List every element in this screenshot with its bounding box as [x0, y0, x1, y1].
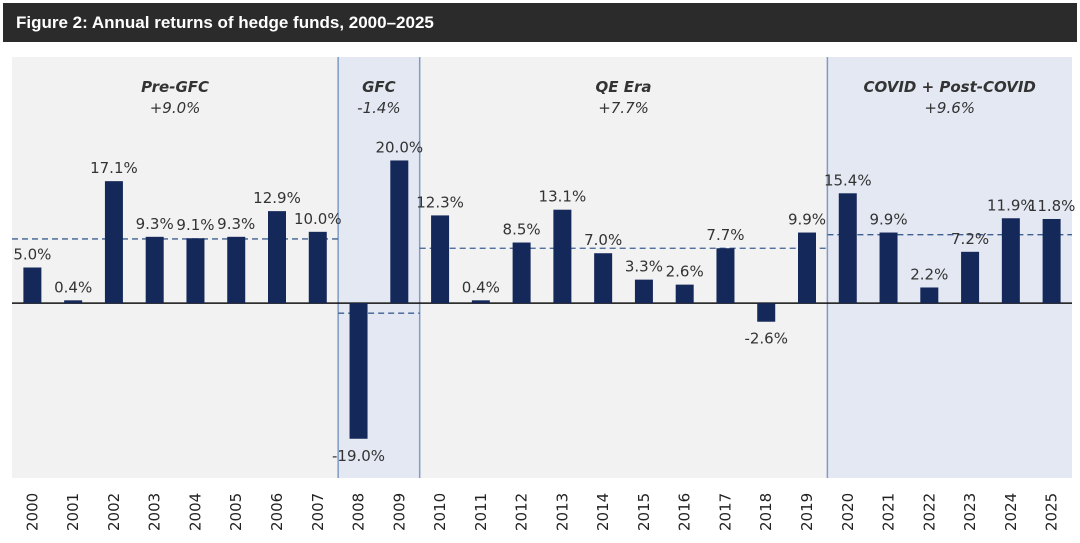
x-tick-2017: 2017 [716, 493, 734, 531]
bar-2003 [145, 236, 164, 304]
value-label-2001: 0.4% [54, 278, 92, 296]
x-tick-2020: 2020 [839, 493, 857, 531]
value-label-2010: 12.3% [416, 193, 464, 211]
value-label-2009: 20.0% [375, 138, 423, 156]
bar-2015 [634, 279, 653, 304]
bar-2021 [879, 232, 898, 304]
bar-2025 [1042, 218, 1061, 304]
x-tick-2007: 2007 [309, 493, 327, 531]
x-tick-2015: 2015 [635, 493, 653, 531]
bar-2005 [227, 236, 246, 304]
x-tick-2009: 2009 [390, 493, 408, 531]
value-label-2021: 9.9% [869, 211, 907, 229]
bar-2011 [471, 300, 490, 304]
x-tick-2021: 2021 [880, 493, 898, 531]
era-average-label: +9.0% [150, 99, 201, 117]
value-label-2000: 5.0% [13, 246, 51, 264]
value-label-2004: 9.1% [176, 216, 214, 234]
chart-title: Figure 2: Annual returns of hedge funds,… [3, 3, 1077, 42]
x-tick-2025: 2025 [1043, 493, 1061, 531]
value-labels-layer: 5.0%0.4%17.1%9.3% 9.1% 9.3%12.9%10.0%-19.0… [13, 138, 1075, 464]
value-label-2006: 12.9% [253, 189, 301, 207]
value-label-2020: 15.4% [824, 171, 872, 189]
x-tick-2003: 2003 [146, 493, 164, 531]
value-label-2025: 11.8% [1028, 197, 1076, 215]
bar-2016 [675, 284, 694, 304]
era-name-label: Pre-GFC [141, 78, 209, 96]
x-tick-2000: 2000 [23, 493, 41, 531]
x-tick-2013: 2013 [553, 493, 571, 531]
value-label-2007: 10.0% [294, 210, 342, 228]
era-name-label: GFC [362, 78, 396, 96]
x-tick-2014: 2014 [594, 493, 612, 531]
value-label-2005: 9.3% [217, 215, 255, 233]
bar-2007 [308, 231, 327, 304]
era-shade [827, 57, 1072, 478]
x-tick-2006: 2006 [268, 493, 286, 531]
era-name-label: QE Era [596, 78, 652, 96]
bar-2023 [961, 251, 980, 304]
bar-2001 [64, 300, 83, 304]
bars-layer [23, 160, 1061, 439]
value-label-2018: -2.6% [744, 330, 788, 348]
bar-2022 [920, 287, 939, 304]
bar-2002 [104, 181, 123, 304]
era-average-label: +7.7% [598, 99, 649, 117]
x-tick-2002: 2002 [105, 493, 123, 531]
era-divider-layer [337, 57, 829, 478]
bar-2008 [349, 303, 368, 439]
value-label-2017: 7.7% [706, 226, 744, 244]
x-tick-2018: 2018 [757, 493, 775, 531]
bar-2012 [512, 242, 531, 304]
value-label-2022: 2.2% [910, 265, 948, 283]
bar-2018 [757, 303, 776, 322]
value-label-2008: -19.0% [332, 447, 385, 465]
bar-2024 [1001, 218, 1020, 304]
value-label-2024: 11.9% [987, 196, 1035, 214]
bar-2017 [716, 248, 735, 304]
x-tick-2012: 2012 [513, 493, 531, 531]
value-label-2012: 8.5% [503, 221, 541, 239]
x-tick-2008: 2008 [350, 493, 368, 531]
x-tick-2004: 2004 [186, 493, 204, 531]
value-label-2003: 9.3% [136, 215, 174, 233]
x-tick-2005: 2005 [227, 493, 245, 531]
value-label-2019: 9.9% [788, 211, 826, 229]
x-tick-2016: 2016 [676, 493, 694, 531]
x-tick-2011: 2011 [472, 493, 490, 531]
bar-2010 [431, 215, 450, 304]
value-label-2013: 13.1% [539, 188, 587, 206]
x-tick-2022: 2022 [920, 493, 938, 531]
value-label-2014: 7.0% [584, 231, 622, 249]
bar-2019 [798, 232, 816, 304]
era-labels-layer: Pre-GFC +9.0% GFC -1.4% QE Era +7.7% COVID + P… [141, 78, 1036, 117]
value-label-2015: 3.3% [625, 258, 663, 276]
value-label-2011: 0.4% [462, 278, 500, 296]
x-tick-2019: 2019 [798, 493, 816, 531]
value-label-2016: 2.6% [666, 263, 704, 281]
bar-2000 [23, 267, 42, 304]
x-tick-2023: 2023 [961, 493, 979, 531]
bar-2014 [594, 253, 613, 304]
bar-2020 [838, 193, 857, 304]
bar-2006 [268, 211, 286, 304]
x-tick-labels-layer: 2000 2001 2002 2003 2004 2005 2006 2007 2008 2009… [23, 493, 1060, 531]
bar-2004 [186, 238, 205, 304]
bar-2013 [553, 209, 572, 304]
x-tick-2001: 2001 [64, 493, 82, 531]
x-tick-2010: 2010 [431, 493, 449, 531]
era-average-label: -1.4% [357, 99, 401, 117]
bar-2009 [390, 160, 409, 304]
x-tick-2024: 2024 [1002, 493, 1020, 531]
value-label-2023: 7.2% [951, 230, 989, 248]
value-label-2002: 17.1% [90, 159, 138, 177]
era-name-label: COVID + Post-COVID [864, 78, 1036, 96]
era-average-label: +9.6% [924, 99, 975, 117]
